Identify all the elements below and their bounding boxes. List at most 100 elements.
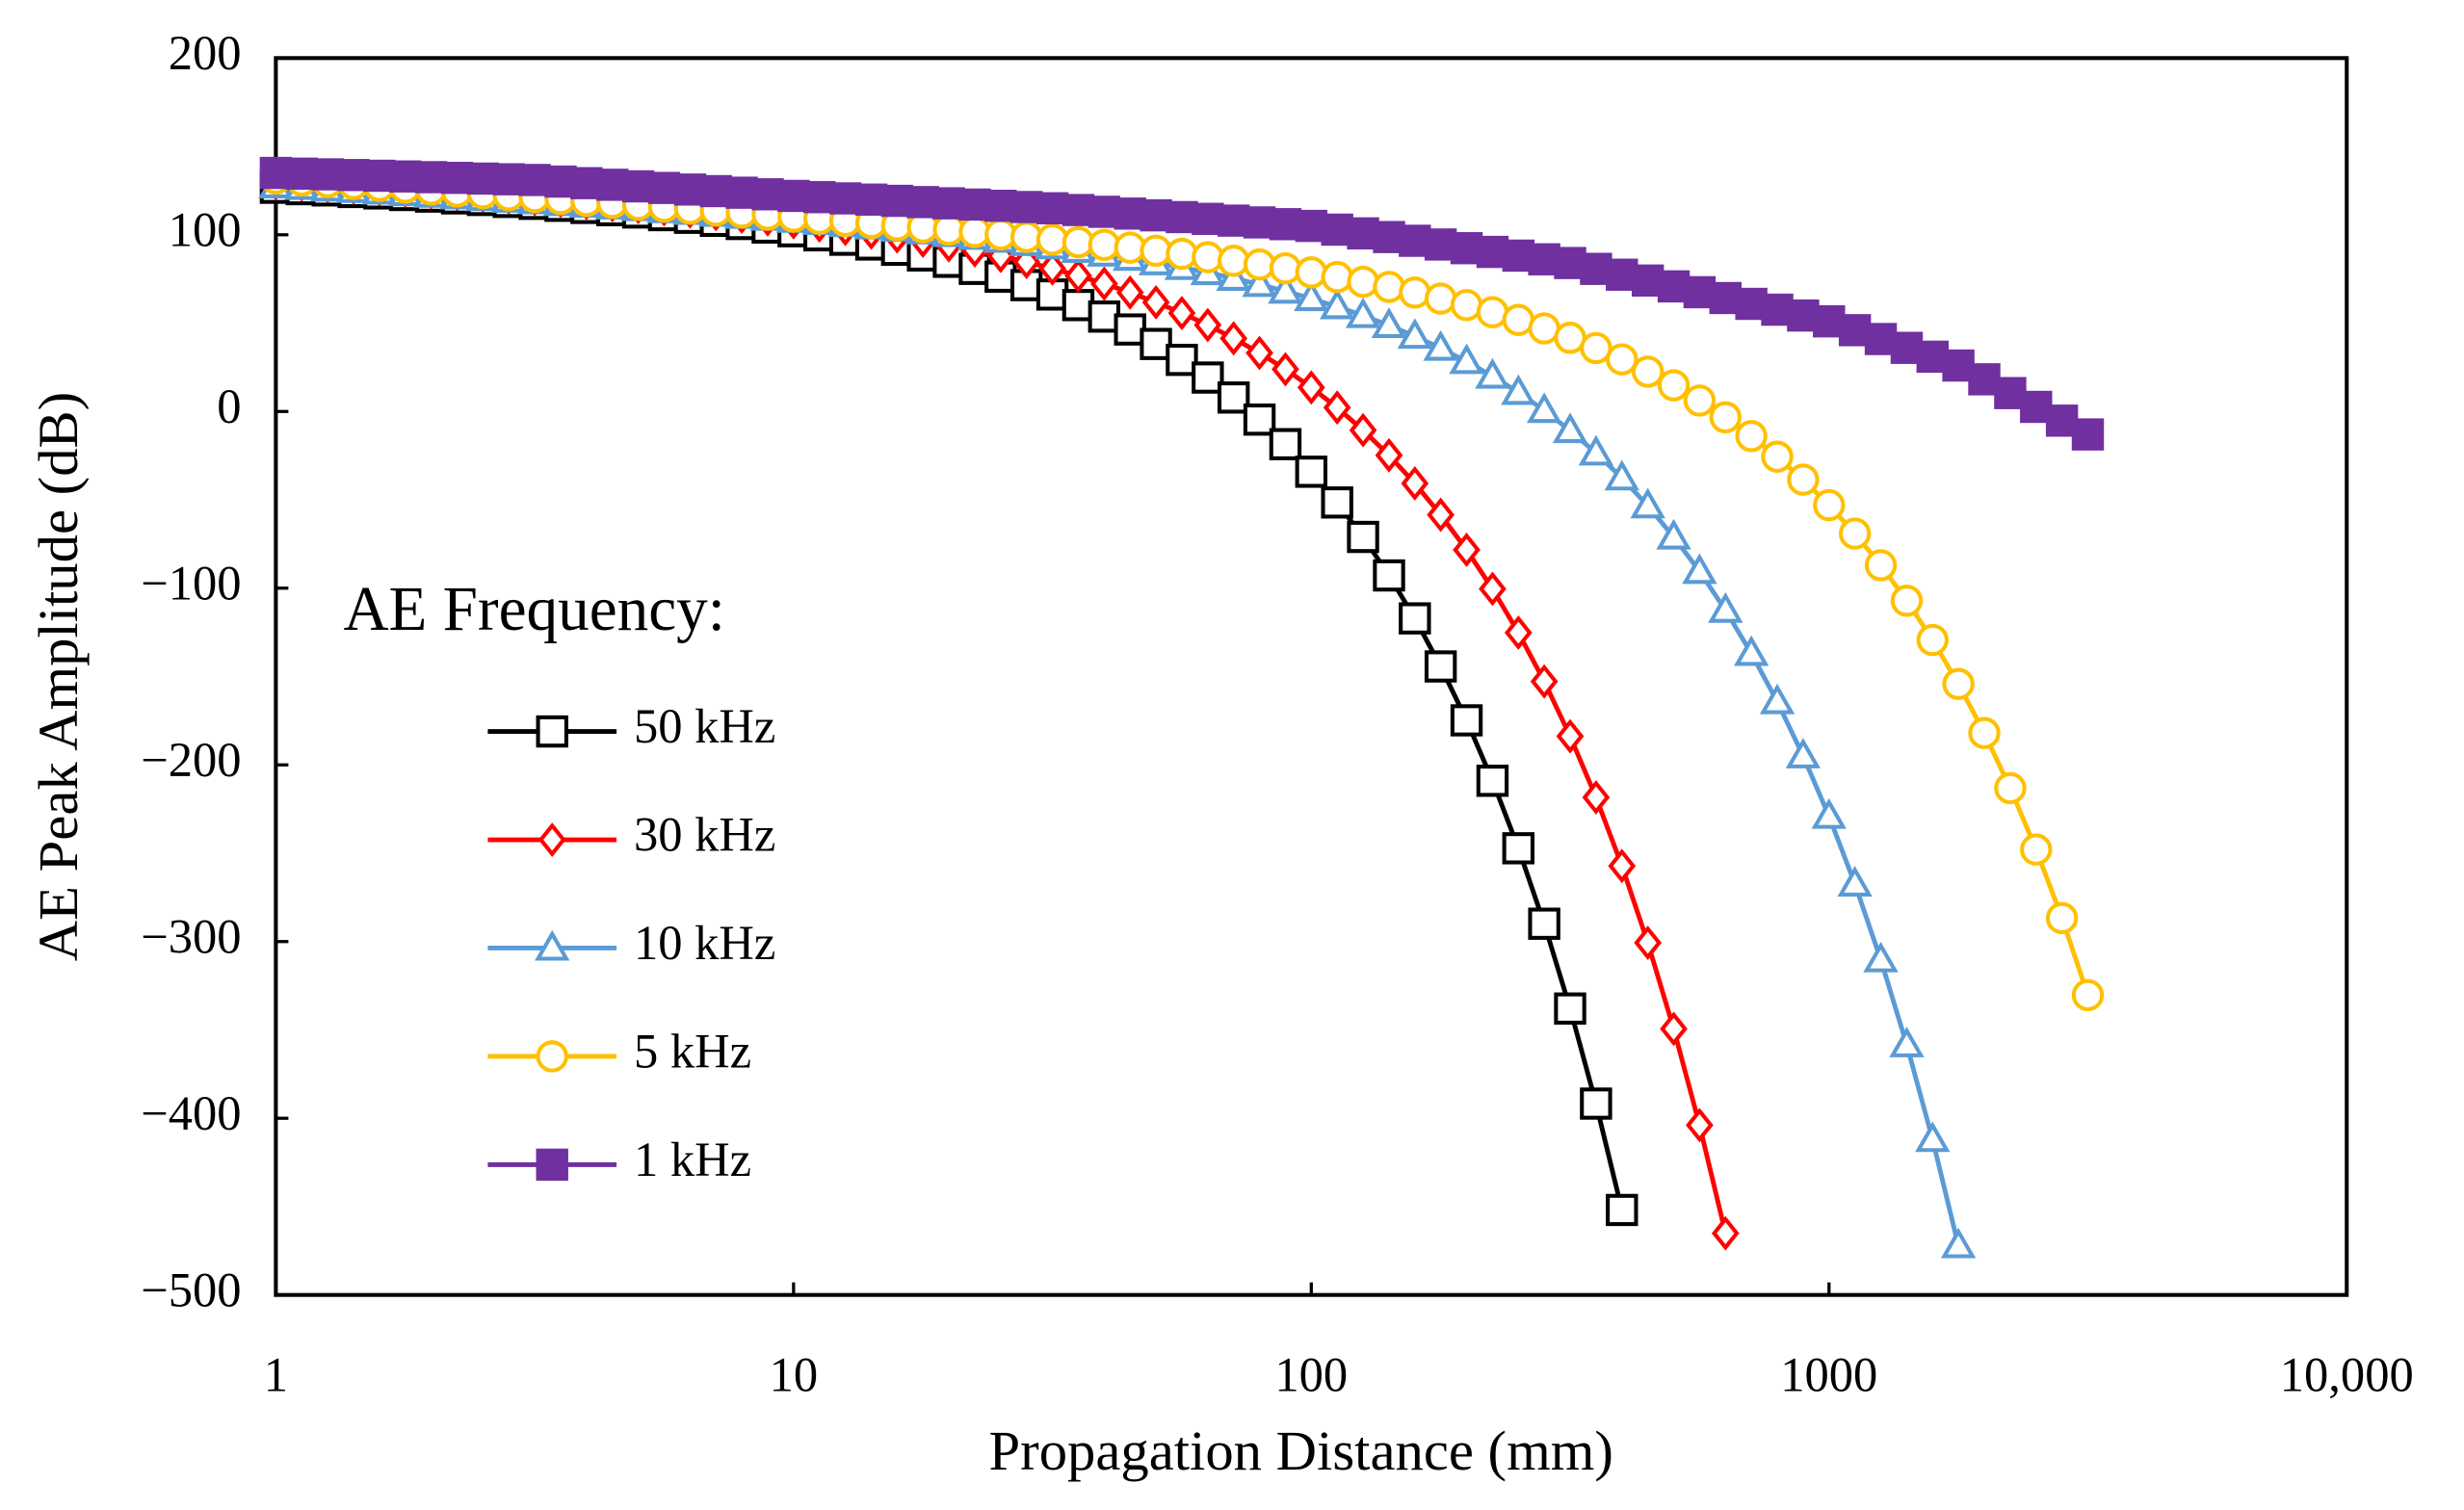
- marker: [1864, 549, 1898, 582]
- marker: [1528, 907, 1560, 940]
- marker: [1399, 602, 1431, 635]
- marker: [1578, 434, 1614, 466]
- y-tick-label: −300: [141, 909, 241, 963]
- marker: [1375, 437, 1403, 473]
- marker: [1450, 289, 1483, 322]
- marker: [440, 162, 474, 195]
- y-tick-label: −500: [141, 1263, 241, 1316]
- marker: [958, 216, 991, 248]
- marker: [1889, 1027, 1925, 1057]
- marker: [1837, 866, 1873, 897]
- marker: [1994, 771, 2027, 805]
- marker: [1476, 296, 1509, 328]
- marker: [1217, 204, 1250, 237]
- marker: [1994, 377, 2027, 409]
- marker: [1476, 235, 1509, 269]
- marker: [1371, 307, 1407, 338]
- marker: [363, 159, 396, 193]
- marker: [1449, 343, 1484, 375]
- marker: [906, 186, 939, 219]
- marker: [1243, 404, 1276, 436]
- marker: [1838, 314, 1872, 347]
- marker: [1271, 351, 1299, 387]
- marker: [647, 171, 681, 204]
- marker: [1554, 992, 1586, 1025]
- marker: [1323, 390, 1351, 426]
- marker: [1399, 276, 1431, 309]
- marker: [1968, 716, 2001, 749]
- marker: [1397, 318, 1433, 350]
- marker: [1193, 307, 1222, 343]
- series-line: [275, 180, 1728, 1235]
- marker: [984, 218, 1017, 251]
- marker: [1552, 412, 1588, 444]
- marker: [1167, 296, 1196, 331]
- marker: [1295, 456, 1328, 488]
- marker: [535, 929, 570, 961]
- marker: [1347, 265, 1379, 299]
- legend-text: 30 kHz: [634, 808, 775, 862]
- marker: [2071, 418, 2105, 451]
- marker: [414, 161, 448, 194]
- marker: [1526, 392, 1562, 424]
- marker: [1424, 228, 1457, 261]
- marker: [1631, 355, 1665, 388]
- marker: [1192, 361, 1224, 394]
- marker: [1450, 704, 1483, 737]
- marker: [1347, 217, 1379, 250]
- marker: [285, 157, 318, 191]
- marker: [1295, 256, 1328, 289]
- marker: [1657, 369, 1691, 402]
- marker: [1423, 329, 1458, 361]
- marker: [1630, 487, 1665, 519]
- marker: [536, 715, 568, 748]
- marker: [1089, 266, 1118, 301]
- marker: [1733, 635, 1769, 666]
- marker: [621, 169, 655, 203]
- marker: [1373, 271, 1405, 303]
- marker: [1166, 237, 1198, 271]
- marker: [1686, 1107, 1714, 1143]
- marker: [1761, 440, 1794, 473]
- marker: [536, 1148, 568, 1182]
- marker: [1269, 251, 1302, 285]
- marker: [1580, 331, 1612, 365]
- marker: [1580, 1087, 1612, 1120]
- y-tick-label: −200: [141, 733, 241, 787]
- marker: [1141, 284, 1170, 320]
- marker: [1294, 280, 1329, 312]
- marker: [1114, 231, 1146, 264]
- plot-frame: [274, 56, 2349, 1297]
- marker: [1759, 683, 1796, 715]
- marker: [777, 179, 810, 213]
- x-tick-label: 1000: [1780, 1347, 1877, 1401]
- marker: [1345, 297, 1381, 328]
- marker: [1475, 357, 1510, 389]
- marker: [1915, 1121, 1951, 1153]
- marker: [536, 1040, 568, 1073]
- marker: [1373, 559, 1405, 592]
- marker: [2071, 978, 2105, 1012]
- marker: [1556, 718, 1585, 754]
- legend-text: 5 kHz: [634, 1025, 751, 1079]
- x-tick-label: 100: [1274, 1347, 1348, 1401]
- x-tick-label: 1: [264, 1347, 288, 1401]
- marker: [1321, 486, 1353, 519]
- y-tick-label: −400: [141, 1086, 241, 1140]
- legend-title: AE Frequency:: [343, 575, 724, 644]
- marker: [1916, 623, 1950, 657]
- marker: [1268, 273, 1303, 304]
- marker: [1838, 517, 1872, 550]
- marker: [1968, 363, 2001, 396]
- marker: [1347, 520, 1379, 554]
- marker: [854, 183, 888, 216]
- y-tick-label: 200: [169, 26, 242, 80]
- y-tick-label: 0: [217, 379, 241, 433]
- marker: [1219, 321, 1248, 356]
- y-tick-label: −100: [141, 556, 241, 610]
- marker: [1217, 381, 1250, 414]
- marker: [1192, 241, 1224, 273]
- marker: [1427, 497, 1455, 533]
- y-tick-label: 100: [169, 202, 242, 256]
